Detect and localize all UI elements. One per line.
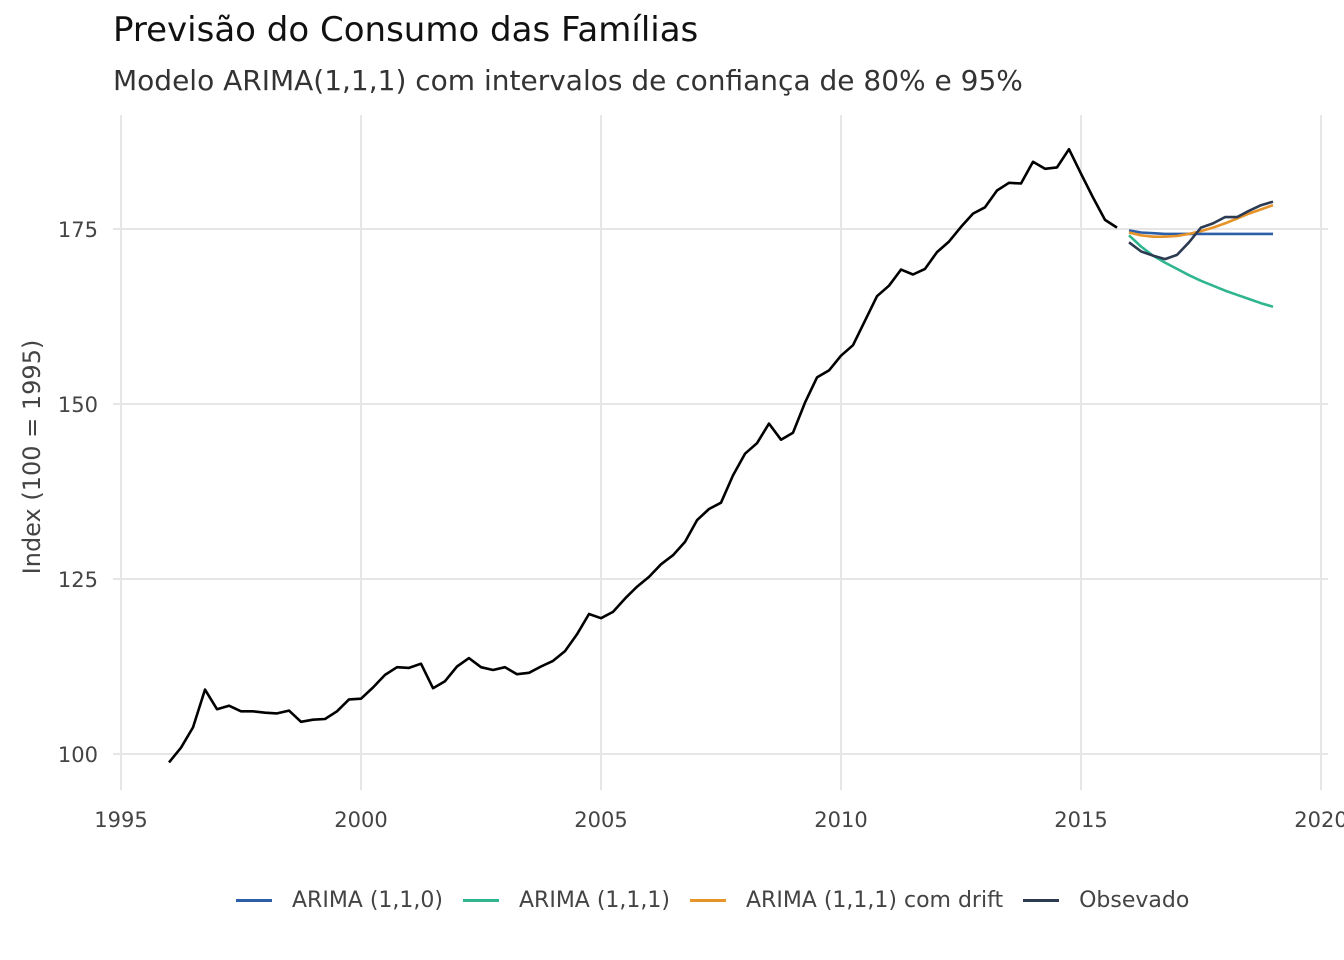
x-axis: 1995 2000 2005 2010 2015 2020 (94, 808, 1344, 832)
x-tick-label: 2020 (1294, 808, 1344, 832)
legend-item: Obsevado (1023, 888, 1189, 913)
x-tick-label: 2010 (814, 808, 867, 832)
legend-label: ARIMA (1,1,1) (519, 888, 670, 913)
legend-key (690, 899, 726, 902)
y-tick-label: 150 (58, 393, 98, 417)
legend-key (236, 899, 272, 902)
y-tick-label: 100 (58, 743, 98, 767)
y-tick-label: 175 (58, 218, 98, 242)
chart-subtitle: Modelo ARIMA(1,1,1) com intervalos de co… (113, 64, 1023, 97)
x-tick-label: 2005 (574, 808, 627, 832)
plot-lines (167, 147, 1274, 764)
y-axis: 100 125 150 175 (58, 218, 98, 767)
grid (113, 115, 1328, 790)
series-line-obsevado (1128, 200, 1274, 261)
x-tick-label: 2000 (334, 808, 387, 832)
legend-label: ARIMA (1,1,1) com drift (746, 888, 1004, 913)
legend-key (463, 899, 499, 902)
legend-key (1023, 899, 1060, 902)
legend-label: ARIMA (1,1,0) (292, 888, 443, 913)
legend-item: ARIMA (1,1,0) (236, 888, 443, 913)
history-line (167, 147, 1118, 764)
series-line-arima-1-1-1-com-drift (1128, 203, 1274, 238)
x-tick-label: 2015 (1054, 808, 1107, 832)
legend-item: ARIMA (1,1,1) com drift (690, 888, 1003, 913)
legend: ARIMA (1,1,0) ARIMA (1,1,1) ARIMA (1,1,1) … (236, 888, 1209, 913)
series-line-arima-1-1-1- (1128, 234, 1274, 308)
chart-title: Previsão do Consumo das Famílias (113, 10, 699, 50)
legend-item: ARIMA (1,1,1) (463, 888, 670, 913)
y-axis-label: Index (100 = 1995) (18, 340, 46, 575)
y-tick-label: 125 (58, 568, 98, 592)
x-tick-label: 1995 (94, 808, 147, 832)
legend-label: Obsevado (1079, 888, 1190, 913)
series-line-arima-1-1-0- (1128, 229, 1273, 236)
